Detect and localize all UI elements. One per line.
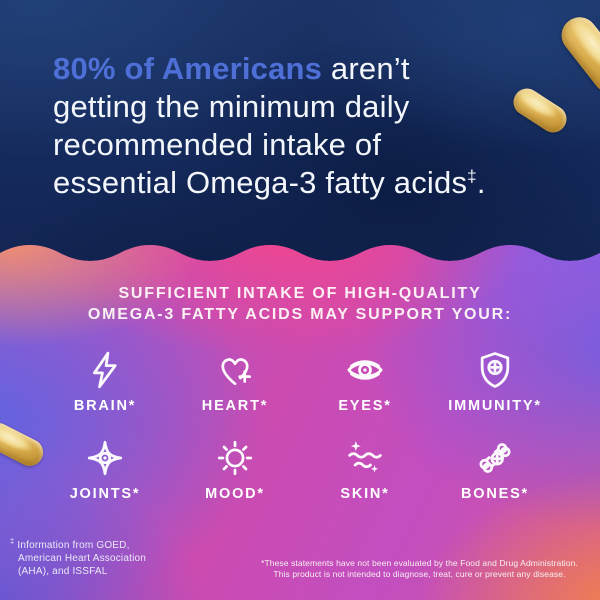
benefit-item-heart: HEART* (170, 348, 300, 414)
benefits-heading-line-1: SUFFICIENT INTAKE OF HIGH-QUALITY (118, 285, 482, 302)
double-dagger-symbol: ‡ (10, 536, 15, 546)
benefits-heading: SUFFICIENT INTAKE OF HIGH-QUALITY OMEGA-… (0, 283, 600, 325)
benefit-label: EYES* (338, 398, 392, 414)
benefit-label: HEART* (201, 398, 269, 414)
benefits-grid: BRAIN* HEART* EYES* IMMUNI (40, 348, 560, 502)
footnote-sources-line-2: American Heart Association (18, 553, 147, 564)
disclaimer-line-1: *These statements have not been evaluate… (261, 558, 578, 568)
joint-star-icon (87, 440, 123, 476)
headline-line-2: getting the minimum daily (53, 89, 410, 124)
sun-icon (217, 440, 253, 476)
waves-sparkle-icon (348, 441, 382, 473)
benefit-label: SKIN* (340, 486, 390, 502)
footnote-sources-line-1: ‡ Information from GOED, (10, 536, 130, 551)
benefit-item-joints: JOINTS* (40, 436, 170, 502)
lightning-bolt-icon (92, 351, 117, 389)
benefit-item-brain: BRAIN* (40, 348, 170, 414)
eye-icon (347, 360, 383, 380)
double-dagger-symbol: ‡ (467, 166, 477, 186)
hero-section: 80% of Americans aren’t getting the mini… (0, 0, 600, 305)
bone-plus-icon (479, 443, 511, 473)
shield-plus-icon (480, 352, 510, 388)
benefit-item-immunity: IMMUNITY* (430, 348, 560, 414)
benefit-item-skin: SKIN* (300, 436, 430, 502)
disclaimer-line-2: This product is not intended to diagnose… (273, 568, 566, 579)
headline-accent: 80% of Americans (53, 51, 323, 86)
headline-line-4: essential Omega-3 fatty acids‡. (53, 165, 486, 200)
headline: 80% of Americans aren’t getting the mini… (53, 50, 553, 202)
benefit-label: BRAIN* (73, 398, 137, 414)
benefit-item-mood: MOOD* (170, 436, 300, 502)
benefit-item-eyes: EYES* (300, 348, 430, 414)
headline-line-1: 80% of Americans aren’t (53, 51, 410, 86)
footnote-fda-disclaimer: *These statements have not been evaluate… (247, 558, 592, 579)
benefit-label: IMMUNITY* (448, 398, 542, 414)
headline-line-3: recommended intake of (53, 127, 382, 162)
footnote-sources: ‡ Information from GOED, American Heart … (10, 536, 147, 578)
benefit-label: MOOD* (205, 486, 265, 502)
benefit-label: JOINTS* (69, 486, 141, 502)
benefit-item-bones: BONES* (430, 436, 560, 502)
benefits-heading-line-2: OMEGA-3 FATTY ACIDS MAY SUPPORT YOUR: (87, 306, 513, 323)
benefit-label: BONES* (460, 486, 529, 502)
footnote-sources-line-3: (AHA), and ISSFAL (18, 566, 108, 577)
heart-plus-icon (221, 358, 252, 386)
wave-divider-section (0, 235, 600, 600)
